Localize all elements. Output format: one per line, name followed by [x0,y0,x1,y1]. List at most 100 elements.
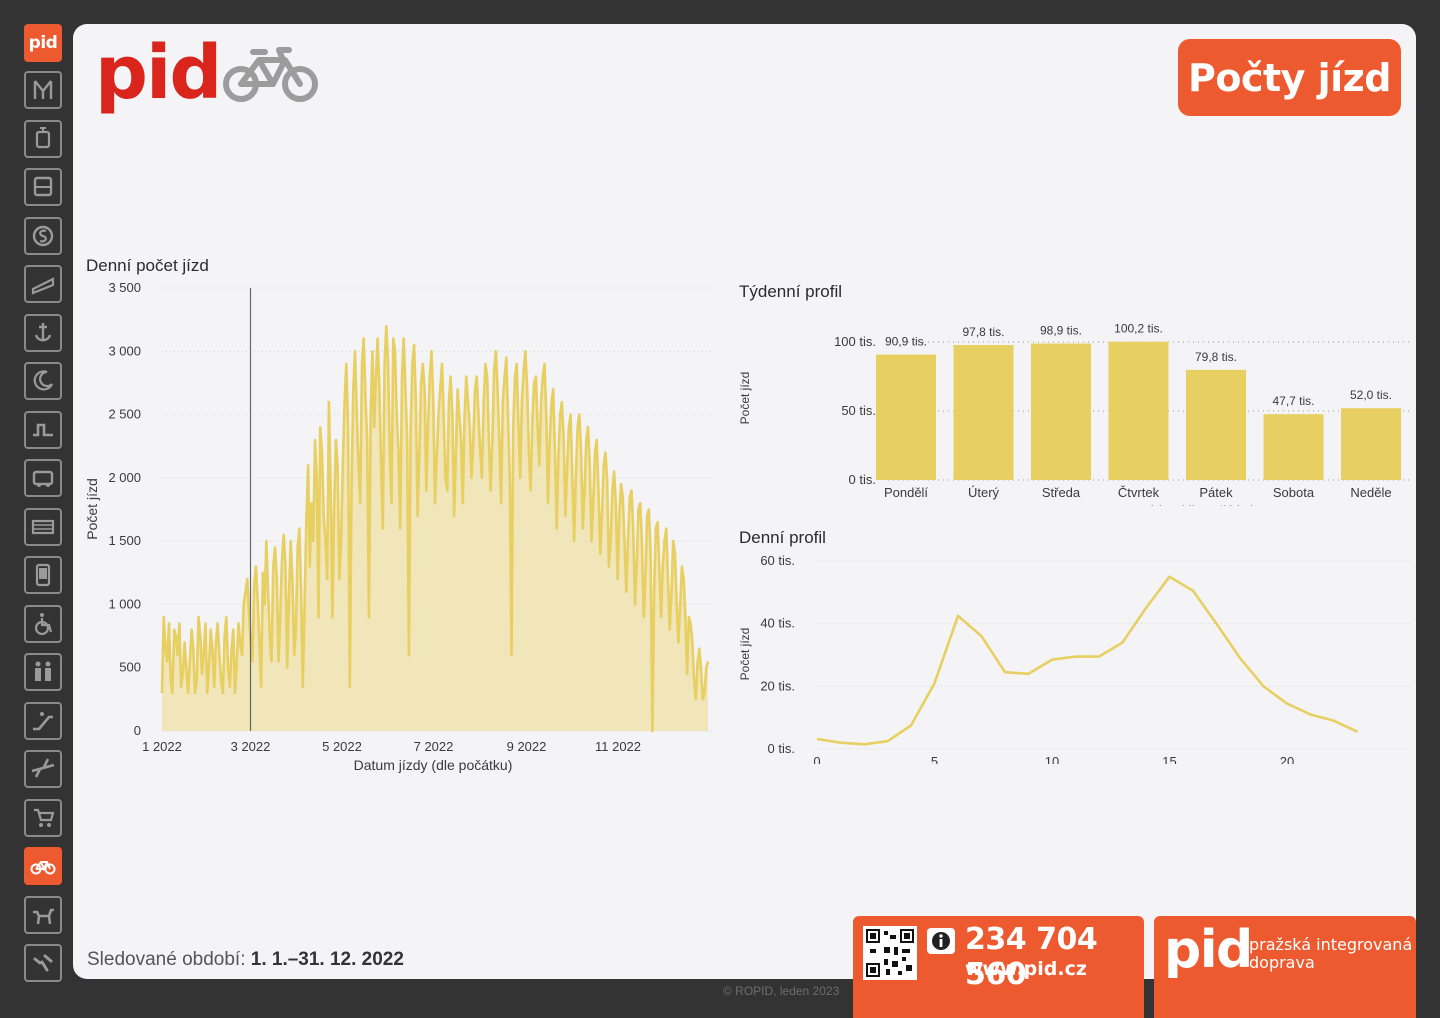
x-axis-label: Den v týdnu (dle počátku) [1107,503,1255,506]
x-tick-label: 5 2022 [322,739,362,754]
x-tick-label: 20 [1280,754,1294,764]
copyright: © ROPID, leden 2023 [723,984,840,998]
x-tick-label: Pátek [1199,485,1233,500]
sidebar-metro-button[interactable] [24,71,62,109]
sidebar-stroller-button[interactable] [24,798,62,837]
family-icon [35,661,51,681]
x-tick-label: 7 2022 [414,739,454,754]
y-tick-label: 20 tis. [760,678,795,693]
info-icon [927,928,955,954]
qr-code-icon[interactable] [863,926,917,980]
escalator-icon [33,711,53,730]
night-icon [33,370,54,391]
sidebar-plane-button[interactable] [24,750,62,788]
sidebar-wheelchair-button[interactable] [24,604,62,643]
chart-title: Denní profil [739,528,826,547]
bar-1 [876,354,936,480]
x-tick-label: 3 2022 [231,739,271,754]
x-tick-label: 5 [931,754,938,764]
plane-icon [31,758,55,778]
chart-title: Týdenní profil [739,282,842,301]
website-link[interactable]: www.pid.cz [965,958,1087,980]
y-axis-label: Počet jízd [738,372,752,425]
y-axis-label: Počet jízd [84,478,100,539]
y-tick-label: 2 000 [108,470,141,485]
qr-code-graphic [866,929,914,977]
x-tick-label: Středa [1042,485,1081,500]
ferry-icon [34,322,52,341]
wheelchair-icon [34,612,53,635]
x-tick-label: Neděle [1350,485,1391,500]
x-tick-label: Čtvrtek [1118,485,1160,500]
sidebar-bike-button[interactable] [24,847,62,885]
y-tick-label: 50 tis. [841,403,876,418]
x-tick-label: 1 2022 [142,739,182,754]
bike-icon [30,861,56,875]
sidebar-night-button[interactable] [24,362,62,400]
footer-pid-logo: pid [1164,920,1253,980]
period-label: Sledované období: [87,949,251,970]
weekly-profile-chart: Týdenní profil 0 tis. 50 tis. 100 tis. Počet… [738,282,1413,506]
sidebar-tram-button[interactable] [24,119,62,158]
sidebar-bus-line-button[interactable] [24,410,62,449]
y-tick-label: 40 tis. [760,616,795,631]
sidebar-mobile-app-button[interactable] [24,556,62,594]
brand-tagline-line2: doprava [1249,953,1315,973]
sidebar-pid-logo[interactable]: pid [24,24,62,62]
y-tick-label: 3 000 [108,343,141,358]
dog-icon [33,908,54,924]
sidebar: pid [0,0,86,1018]
daily-count-chart: Denní počet jízd 0 500 1 000 1 500 2 000 2 500… [84,256,713,773]
area-fill [162,326,708,731]
sidebar-ferry-button[interactable] [24,313,62,352]
data-label: 79,8 tis. [1195,350,1237,364]
sidebar-bus-button[interactable] [24,168,62,206]
page-title: Počty jízd [1178,39,1401,116]
x-axis-label: Datum jízdy (dle počátku) [354,757,513,773]
y-tick-label: 0 [134,723,141,738]
x-tick-label: 9 2022 [507,739,547,754]
x-tick-label: 10 [1045,754,1059,764]
sidebar-regional-bus-button[interactable] [24,459,62,497]
sidebar-dog-button[interactable] [24,895,62,934]
y-tick-label: 3 500 [108,280,141,295]
bus-line-icon [33,423,53,436]
x-tick-label: Sobota [1273,485,1315,500]
brand-tagline: pražská integrovaná doprava [1249,935,1412,973]
metro-icon [33,80,53,99]
y-axis-label: Počet jízd [738,628,752,681]
sidebar-walking-button[interactable] [24,944,62,982]
brand-footer: pid pražská integrovaná doprava [1154,916,1416,1018]
bar-3 [1031,343,1091,480]
tickets-icon [31,519,55,534]
bike-icon [223,47,318,102]
y-tick-label: 1 000 [108,596,141,611]
phone-number[interactable]: 234 704 560 [965,922,1098,992]
bus-icon [33,176,53,197]
data-label: 90,9 tis. [885,335,927,349]
stroller-icon [34,808,55,827]
data-label: 98,9 tis. [1040,324,1082,338]
sidebar-tickets-button[interactable] [24,507,62,546]
sidebar-cable-car-button[interactable] [24,265,62,303]
data-label: 47,7 tis. [1272,394,1314,408]
y-tick-label: 0 tis. [849,472,876,487]
bar-5 [1186,369,1246,480]
contact-box: 234 704 560 www.pid.cz [853,916,1144,1018]
sidebar-escalator-button[interactable] [24,701,62,740]
tram-icon [35,126,51,148]
bar-2 [953,345,1014,480]
y-tick-label: 60 tis. [760,553,795,568]
bar-6 [1263,414,1324,480]
x-tick-label: 11 2022 [595,739,641,754]
y-tick-label: 1 500 [108,533,141,548]
sidebar-family-button[interactable] [24,653,62,691]
sidebar-train-button[interactable] [24,216,62,255]
x-tick-label: 15 [1162,754,1176,764]
data-label: 97,8 tis. [962,325,1004,339]
regional-bus-icon [32,470,54,487]
y-tick-label: 100 tis. [834,334,876,349]
x-tick-label: 0 [813,754,820,764]
period-value: 1. 1.–31. 12. 2022 [250,949,404,970]
observed-period: Sledované období: 1. 1.–31. 12. 2022 [87,949,404,971]
